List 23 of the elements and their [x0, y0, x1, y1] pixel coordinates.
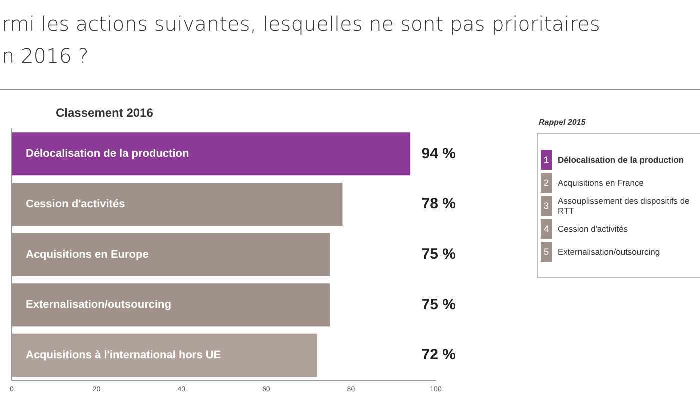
- text: Cession d'activités: [558, 224, 628, 234]
- y-tick-label: Cession d'activités: [26, 198, 126, 211]
- text: Délocalisation de la production: [558, 155, 684, 165]
- text: 2: [541, 173, 552, 193]
- data-label: 72 %: [422, 346, 456, 364]
- y-tick-label: Acquisitions à l'international hors UE: [26, 349, 222, 362]
- chart-subtitle: Classement 2016: [56, 106, 154, 120]
- data-label: 75 %: [422, 246, 456, 263]
- y-tick-label: Externalisation/outsourcing: [26, 299, 172, 312]
- y-tick-label: Délocalisation de la production: [26, 148, 190, 160]
- text: 3: [541, 196, 552, 216]
- data-label: 75 %: [422, 296, 456, 314]
- data-label: 78 %: [422, 196, 456, 213]
- text: 4: [541, 219, 552, 239]
- text: Externalisation/outsourcing: [558, 247, 660, 257]
- chart-title: rmi les actions suivantes, lesquelles ne sont pas prioritaires n 2016 ?: [2, 11, 600, 70]
- text: 1: [541, 150, 552, 170]
- data-label: 94 %: [422, 145, 456, 162]
- text: Assouplissement des dispositifs de RTT: [558, 196, 691, 216]
- y-tick-label: Acquisitions en Europe: [26, 248, 149, 261]
- text: 5: [541, 242, 552, 262]
- text: Rappel 2015: [539, 118, 587, 127]
- text: Acquisitions en France: [558, 178, 644, 188]
